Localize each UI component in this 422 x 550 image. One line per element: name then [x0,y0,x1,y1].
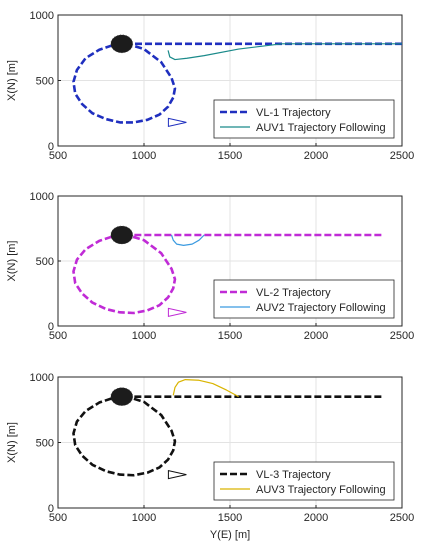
series-line-follower [170,234,205,246]
x-tick-label: 2500 [390,330,414,342]
y-tick-label: 1000 [30,10,54,22]
x-tick-label: 2500 [390,512,414,524]
x-tick-label: 1000 [132,330,156,342]
legend [213,99,395,139]
series-line-leader [72,233,382,315]
vehicle-arrow [167,117,187,128]
x-tick-label: 500 [49,512,67,524]
x-tick-label: 2000 [304,330,328,342]
auv-marker [110,34,133,53]
x-tick-label: 2000 [304,150,328,162]
legend-entry: AUV1 Trajectory Following [256,122,386,134]
x-tick-label: 500 [49,330,67,342]
legend [213,279,395,319]
y-tick-label: 1000 [30,372,54,384]
legend-entry: VL-2 Trajectory [256,287,331,299]
y-tick-label: 1000 [30,191,54,203]
x-tick-label: 500 [49,150,67,162]
auv-marker-texture [110,387,134,406]
x-tick-label: 1500 [218,330,242,342]
legend-entry: AUV2 Trajectory Following [256,302,386,314]
auv-marker [110,387,133,406]
x-tick-label: 1500 [218,512,242,524]
x-tick-label: 1500 [218,150,242,162]
series-line-follower [167,43,402,61]
y-tick-label: 500 [36,438,54,450]
x-tick-label: 1000 [132,150,156,162]
x-tick-label: 2500 [390,150,414,162]
auv-marker-texture [110,225,134,245]
y-tick-label: 500 [36,256,54,268]
auv-marker-texture [110,34,134,54]
y-axis-label: X(N) [m] [6,241,18,282]
legend-entry: VL-3 Trajectory [256,469,331,481]
y-axis-label: X(N) [m] [6,422,18,463]
legend-entry: VL-1 Trajectory [256,107,331,119]
series-line-follower [172,379,239,398]
x-tick-label: 2000 [304,512,328,524]
y-axis-label: X(N) [m] [6,60,18,101]
vehicle-arrow [167,307,187,317]
auv-marker [110,226,133,244]
y-tick-label: 0 [48,503,54,515]
series-line-leader [72,42,402,124]
y-tick-label: 0 [48,321,54,333]
legend-entry: AUV3 Trajectory Following [256,484,386,496]
x-axis-label: Y(E) [m] [210,529,250,541]
vehicle-arrow [167,469,187,480]
x-tick-label: 1000 [132,512,156,524]
y-tick-label: 500 [36,76,54,88]
y-tick-label: 0 [48,141,54,153]
series-line-leader [72,395,382,477]
legend [213,461,395,501]
